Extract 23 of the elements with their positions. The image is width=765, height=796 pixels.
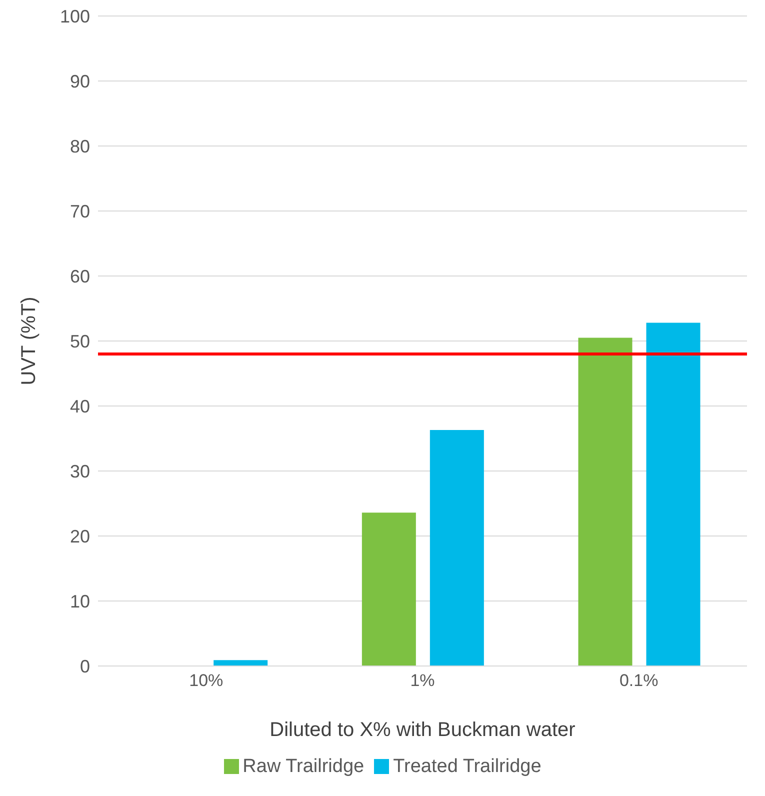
y-tick-label: 90 — [70, 71, 90, 92]
y-tick-label: 60 — [70, 266, 90, 286]
y-tick-label: 30 — [70, 461, 90, 482]
y-tick-label: 40 — [70, 396, 90, 416]
bar — [646, 322, 700, 666]
x-tick-label: 0.1% — [619, 671, 658, 690]
x-tick-label: 1% — [410, 671, 435, 690]
legend-label: Raw Trailridge — [242, 756, 364, 777]
bar — [362, 512, 416, 666]
y-tick-label: 20 — [70, 526, 90, 546]
y-tick-label: 70 — [70, 201, 90, 222]
y-axis-title: UVT (%T) — [18, 296, 40, 386]
y-tick-label: 100 — [60, 6, 90, 26]
y-tick-label: 80 — [70, 136, 90, 156]
y-tick-label: 50 — [70, 331, 90, 352]
y-tick-label: 0 — [80, 656, 90, 676]
x-axis-title: Diluted to X% with Buckman water — [270, 719, 576, 741]
y-tick-label: 10 — [70, 591, 90, 612]
bar — [578, 338, 632, 666]
bar — [430, 430, 484, 666]
legend-label: Treated Trailridge — [393, 756, 542, 777]
x-tick-label: 10% — [189, 671, 224, 690]
bar — [214, 660, 268, 666]
